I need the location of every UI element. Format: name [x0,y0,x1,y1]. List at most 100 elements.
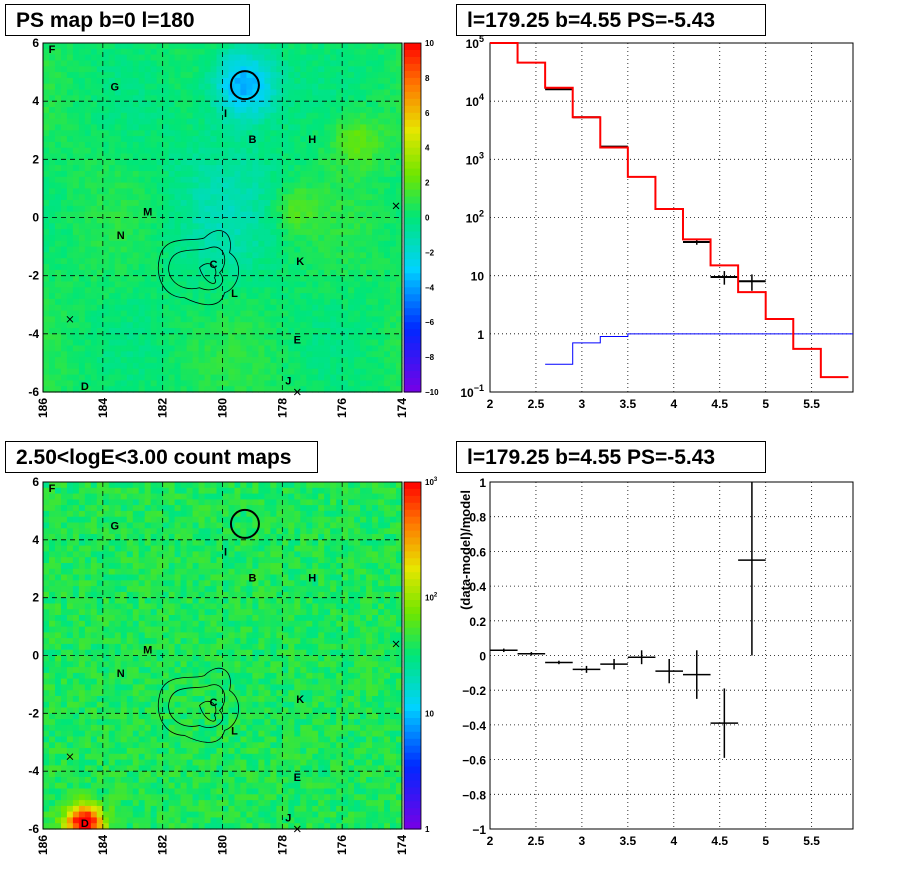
heatmap-cell [396,316,403,323]
heatmap-cell [324,205,331,213]
heatmap-cell [55,374,62,381]
heatmap-cell [240,72,247,79]
heatmap-cell [294,83,301,91]
heatmap-cell [396,374,403,381]
heatmap-cell [306,275,313,283]
heatmap-cell [210,252,218,259]
heatmap-cell [276,66,283,73]
heatmap-cell [174,101,182,108]
heatmap-cell [66,591,74,599]
heatmap-cell [138,759,146,766]
heatmap-cell [294,345,301,352]
heatmap-cell [126,112,134,120]
heatmap-cell [114,742,122,749]
heatmap-cell [138,194,146,201]
heatmap-cell [300,223,307,230]
heatmap-cell [336,205,343,213]
heatmap-cell [55,322,62,329]
heatmap-cell [49,557,56,564]
heatmap-cell [72,351,80,358]
heatmap-cell [270,147,277,155]
heatmap-cell [342,130,349,137]
heatmap-cell [156,638,164,645]
heatmap-cell [162,386,170,393]
heatmap-cell [96,188,104,195]
heatmap-cell [150,811,158,818]
heatmap-cell [366,194,373,201]
heatmap-cell [96,539,104,547]
heatmap-cell [390,328,397,335]
heatmap-cell [102,724,110,732]
heatmap-cell [84,615,92,622]
heatmap-cell [120,759,128,766]
heatmap-cell [330,328,337,335]
heatmap-cell [234,141,242,149]
heatmap-cell [270,322,277,329]
heatmap-cell [234,362,242,370]
heatmap-cell [288,339,295,346]
heatmap-cell [138,800,146,807]
heatmap-cell [294,217,301,224]
heatmap-cell [210,380,218,387]
heatmap-cell [102,60,110,67]
heatmap-cell [324,43,331,50]
heatmap-cell [78,661,86,668]
heatmap-cell [186,223,194,230]
heatmap-cell [192,188,200,195]
heatmap-cell [108,638,116,645]
heatmap-cell [43,374,50,381]
heatmap-cell [156,118,164,125]
heatmap-cell [108,211,116,219]
colorbar-cell [404,336,421,344]
heatmap-cell [102,632,110,639]
heatmap-cell [234,316,242,323]
heatmap-cell [84,200,92,207]
heatmap-cell [264,345,271,352]
heatmap-cell [396,130,403,137]
heatmap-cell [342,368,349,376]
heatmap-cell [294,101,301,108]
heatmap-cell [84,771,92,778]
heatmap-cell [144,240,152,248]
heatmap-cell [180,217,188,224]
heatmap-cell [330,275,337,283]
heatmap-cell [192,124,200,131]
heatmap-cell [114,48,122,56]
heatmap-cell [138,66,146,73]
heatmap-cell [174,136,182,143]
heatmap-cell [162,643,170,651]
heatmap-cell [222,182,230,189]
heatmap-cell [186,141,194,149]
heatmap-cell [138,54,146,61]
heatmap-cell [222,171,230,178]
heatmap-cell [324,141,331,149]
heatmap-cell [108,736,116,743]
heatmap-cell [61,72,68,79]
heatmap-cell [108,83,116,91]
heatmap-cell [84,43,92,50]
heatmap-cell [49,194,56,201]
heatmap-cell [222,83,230,91]
heatmap-cell [126,298,134,306]
heatmap-cell [49,609,56,616]
heatmap-cell [126,252,134,259]
heatmap-cell [324,89,331,96]
heatmap-cell [162,380,170,387]
heatmap-cell [132,696,140,703]
heatmap-cell [270,328,277,335]
heatmap-cell [336,66,343,73]
colorbar-cell [404,343,421,351]
heatmap-cell [144,136,152,143]
heatmap-cell [378,95,385,102]
heatmap-cell [61,217,68,224]
heatmap-cell [43,655,50,662]
heatmap-cell [372,229,379,236]
heatmap-cell [222,54,230,61]
heatmap-cell [384,136,391,143]
heatmap-cell [150,188,158,195]
heatmap-cell [61,101,68,108]
heatmap-cell [330,234,337,242]
heatmap-cell [90,638,98,645]
heatmap-cell [132,362,140,370]
heatmap-cell [120,510,128,518]
